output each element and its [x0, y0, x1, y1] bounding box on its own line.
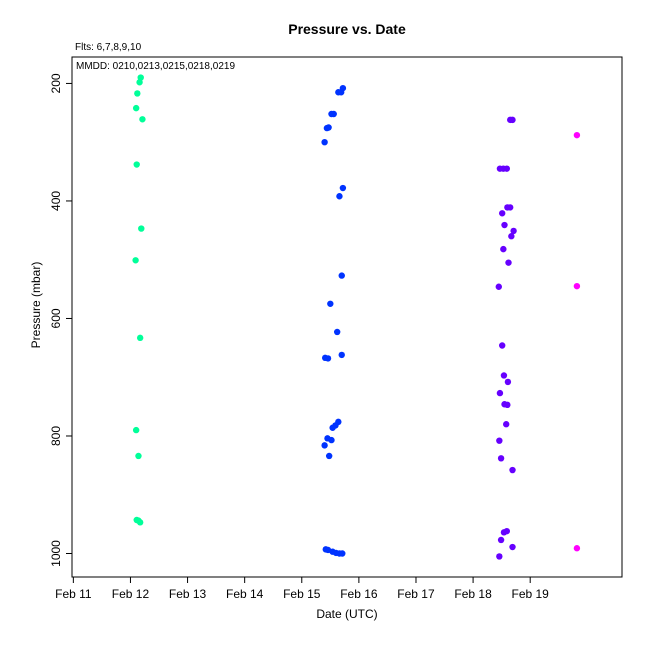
y-tick-label: 1000 [49, 540, 63, 567]
y-tick-label: 800 [49, 426, 63, 446]
data-point-series-1 [135, 452, 142, 460]
data-point-series-1 [139, 116, 146, 123]
data-point-series-1 [132, 426, 140, 434]
data-point-series-3 [503, 165, 510, 172]
data-point-series-2 [337, 89, 345, 96]
data-point-series-3 [509, 543, 516, 551]
x-tick-label: Feb 15 [283, 587, 321, 601]
data-point-series-2 [327, 300, 334, 307]
mmdd-label: MMDD: 0210,0213,0215,0218,0219 [76, 61, 235, 72]
data-point-series-1 [136, 519, 144, 526]
data-point-series-3 [507, 204, 514, 211]
data-point-series-3 [505, 259, 512, 266]
data-point-series-3 [504, 401, 511, 409]
data-point-series-2 [338, 351, 345, 359]
data-point-series-3 [508, 233, 515, 240]
y-tick-label: 200 [49, 73, 63, 93]
data-point-series-4 [573, 282, 581, 290]
data-point-series-3 [500, 245, 507, 253]
data-point-series-2 [333, 328, 341, 336]
data-point-series-1 [138, 225, 145, 232]
data-point-series-1 [136, 79, 143, 86]
data-point-series-3 [497, 455, 505, 462]
x-axis: Feb 11 Feb 12 Feb 13 Feb 14 Feb 15 Feb 16 Feb … [55, 577, 549, 601]
data-point-series-3 [500, 529, 508, 536]
data-point-series-3 [504, 378, 512, 386]
data-point-series-3 [509, 466, 516, 474]
data-point-series-2 [321, 138, 328, 146]
data-point-series-3 [510, 227, 517, 235]
data-point-series-3 [498, 342, 506, 349]
plot-frame [71, 56, 623, 578]
x-tick-label: Feb 16 [340, 587, 378, 601]
data-point-series-1 [132, 257, 139, 264]
data-point-series-1 [132, 104, 140, 112]
data-point-series-3 [496, 437, 503, 444]
x-tick-label: Feb 11 [55, 587, 92, 601]
data-point-series-3 [503, 421, 510, 428]
data-point-series-2 [338, 272, 345, 279]
x-tick-label: Feb 14 [226, 587, 264, 601]
x-tick-label: Feb 12 [112, 587, 150, 601]
data-point-series-2 [325, 452, 333, 460]
data-point-series-3 [496, 553, 503, 560]
data-point-series-2 [339, 184, 347, 192]
data-point-series-4 [573, 131, 581, 139]
data-point-series-2 [339, 550, 346, 557]
y-tick-label: 600 [49, 308, 63, 328]
data-point-series-1 [133, 161, 140, 168]
data-point-series-3 [498, 210, 506, 217]
y-axis: 200 400 600 800 1000 [49, 73, 72, 567]
x-tick-label: Feb 19 [512, 587, 550, 601]
data-point-series-3 [497, 536, 505, 544]
data-point-series-4 [573, 545, 581, 552]
data-point-series-3 [496, 389, 504, 397]
data-points [132, 74, 581, 560]
data-point-series-2 [324, 355, 332, 362]
data-point-series-3 [509, 116, 516, 124]
x-tick-label: Feb 13 [169, 587, 207, 601]
chart-title: Pressure vs. Date [288, 21, 406, 37]
data-point-series-3 [495, 283, 502, 290]
data-point-series-2 [321, 442, 328, 449]
x-tick-label: Feb 17 [397, 587, 435, 601]
data-point-series-3 [500, 372, 508, 379]
data-point-series-2 [328, 110, 335, 118]
data-point-series-2 [336, 193, 343, 200]
data-point-series-2 [329, 424, 336, 431]
y-tick-label: 400 [49, 191, 63, 211]
fits-label: Flts: 6,7,8,9,10 [75, 42, 142, 53]
data-point-series-3 [501, 221, 508, 229]
x-tick-label: Feb 18 [454, 587, 492, 601]
data-point-series-2 [328, 436, 335, 444]
x-axis-label: Date (UTC) [316, 607, 377, 621]
data-point-series-1 [136, 334, 144, 342]
data-point-series-2 [323, 124, 331, 132]
data-point-series-1 [134, 90, 141, 97]
y-axis-label: Pressure (mbar) [29, 262, 43, 349]
